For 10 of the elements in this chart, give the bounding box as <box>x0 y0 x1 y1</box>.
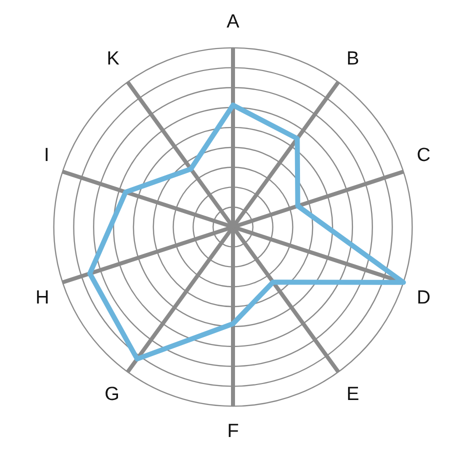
spoke-label: K <box>106 48 120 70</box>
spoke-label: A <box>226 12 240 33</box>
spoke-label: C <box>416 145 430 166</box>
spoke-label: E <box>346 384 360 405</box>
spoke-label: F <box>227 420 239 442</box>
spoke-label: G <box>104 384 120 405</box>
spoke-label: H <box>36 287 50 308</box>
spoke-label: B <box>346 48 360 70</box>
spoke-label: I <box>44 145 50 166</box>
spoke-label: D <box>416 287 430 308</box>
